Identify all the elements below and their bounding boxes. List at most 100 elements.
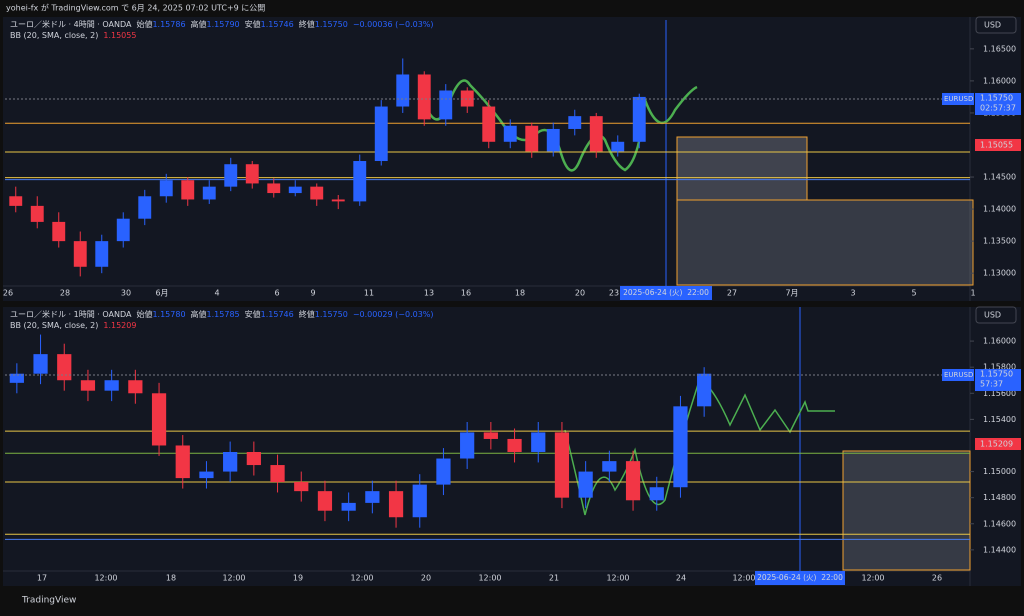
x-tick-label: 19 <box>293 574 303 583</box>
candle-body <box>602 461 617 472</box>
x-tick-label: 23 <box>609 289 619 298</box>
candle-body <box>525 125 539 152</box>
y-tick-label: 1.16000 <box>983 76 1016 85</box>
change: −0.00036 (−0.03%) <box>353 20 434 29</box>
candle-body <box>611 141 625 152</box>
change: −0.00029 (−0.03%) <box>353 310 434 319</box>
candle-body <box>507 438 522 453</box>
title: ユーロ／米ドル · 4時間 · OANDA <box>10 19 132 29</box>
y-tick-label: 1.13000 <box>983 269 1016 278</box>
indicator-value: 1.15055 <box>103 31 136 40</box>
candle-body <box>417 74 431 120</box>
candle-body <box>341 502 356 511</box>
candle-body <box>483 432 498 439</box>
candle-body <box>374 106 388 162</box>
candle-body <box>317 491 333 511</box>
y-tick-label: 1.14500 <box>983 173 1016 182</box>
drawing <box>418 79 698 172</box>
y-tick-label: 1.15400 <box>983 415 1016 424</box>
ohlc-value: 1.15750 <box>315 310 348 319</box>
y-tick-label: 1.15600 <box>983 389 1016 398</box>
countdown: 02:57:37 <box>980 104 1016 113</box>
candle-body <box>223 452 238 472</box>
ohlc-label: 高値 <box>191 19 207 29</box>
candle-body <box>310 186 324 200</box>
candle-body <box>270 465 285 483</box>
range-box <box>842 450 971 571</box>
candle-body <box>331 199 345 202</box>
candle-body <box>388 491 404 518</box>
candle-body <box>181 180 195 200</box>
y-tick-label: 1.15800 <box>983 363 1016 372</box>
candle-body <box>503 125 517 142</box>
candle-body <box>30 205 44 222</box>
candle-body <box>9 196 23 206</box>
x-tick-label: 12:00 <box>732 574 755 583</box>
y-tick-label: 1.14600 <box>983 519 1016 528</box>
x-tick-label: 13 <box>424 289 434 298</box>
candle-body <box>80 380 96 391</box>
x-tick-label: 9 <box>310 289 315 298</box>
drawing <box>564 376 835 516</box>
cursor-date-badge <box>755 571 845 585</box>
candle-body <box>33 354 48 374</box>
ohlc-value: 1.15780 <box>152 310 185 319</box>
y-tick-label: 1.15000 <box>983 467 1016 476</box>
candle-body <box>546 128 560 152</box>
x-tick-label: 24 <box>676 574 686 583</box>
price-badge <box>975 93 1021 115</box>
x-tick-label: 18 <box>515 289 525 298</box>
indicator-info: BB (20, SMA, close, 2) 1.15055 <box>10 31 136 40</box>
candle-body <box>649 487 664 501</box>
candle-body <box>531 432 546 453</box>
symbol-info: ユーロ／米ドル · 4時間 · OANDA 始値1.15786 高値1.15790 安… <box>10 19 434 29</box>
bb-badge <box>975 139 1021 151</box>
x-tick-label: 27 <box>727 289 737 298</box>
indicator-info: BB (20, SMA, close, 2) 1.15209 <box>10 321 136 330</box>
x-tick-label: 11 <box>364 289 374 298</box>
symbol: EURUSD <box>944 371 973 379</box>
symbol-badge <box>942 369 974 381</box>
candle-body <box>568 116 582 129</box>
candle-body <box>9 373 24 383</box>
last-price: 1.15750 <box>980 94 1013 103</box>
ohlc-label: 終値 <box>299 309 315 319</box>
x-tick-label: 26 <box>3 289 13 298</box>
symbol-info: ユーロ／米ドル · 1時間 · OANDA 始値1.15780 高値1.15785 安… <box>10 309 434 319</box>
x-tick-label: 21 <box>549 574 559 583</box>
bb-badge <box>975 438 1021 450</box>
cursor-date-badge <box>620 286 712 300</box>
candle-body <box>697 373 712 407</box>
x-tick-label: 20 <box>421 574 431 583</box>
candle-body <box>673 406 688 488</box>
candle-body <box>460 432 475 459</box>
candle-body <box>294 482 309 492</box>
cursor-date: 2025-06-24 (火) 22:00 <box>757 573 843 582</box>
x-tick-label: 6月 <box>155 289 168 298</box>
x-tick-label: 12:00 <box>478 574 501 583</box>
candle-body <box>436 458 451 485</box>
countdown: 57:37 <box>980 380 1003 389</box>
x-tick-label: 30 <box>121 289 131 298</box>
x-tick-label: 12:00 <box>350 574 373 583</box>
ohlc-label: 安値 <box>245 19 261 29</box>
candle-body <box>578 471 593 498</box>
ohlc-value: 1.15746 <box>261 310 294 319</box>
x-tick-label: 26 <box>932 574 942 583</box>
x-tick-label: 6 <box>274 289 279 298</box>
candle-body <box>267 183 281 194</box>
y-tick-label: 1.14400 <box>983 545 1016 554</box>
indicator: BB (20, SMA, close, 2) <box>10 321 98 330</box>
candle-body <box>138 196 152 219</box>
candle-body <box>288 186 302 194</box>
range-box <box>676 136 808 201</box>
candle-body <box>365 491 380 503</box>
candle-body <box>73 241 87 267</box>
candle-body <box>460 90 474 107</box>
candle-body <box>632 96 646 142</box>
last-price: 1.15750 <box>980 370 1013 379</box>
candle-body <box>554 432 570 498</box>
ohlc-value: 1.15785 <box>207 310 240 319</box>
title: ユーロ／米ドル · 1時間 · OANDA <box>10 309 132 319</box>
